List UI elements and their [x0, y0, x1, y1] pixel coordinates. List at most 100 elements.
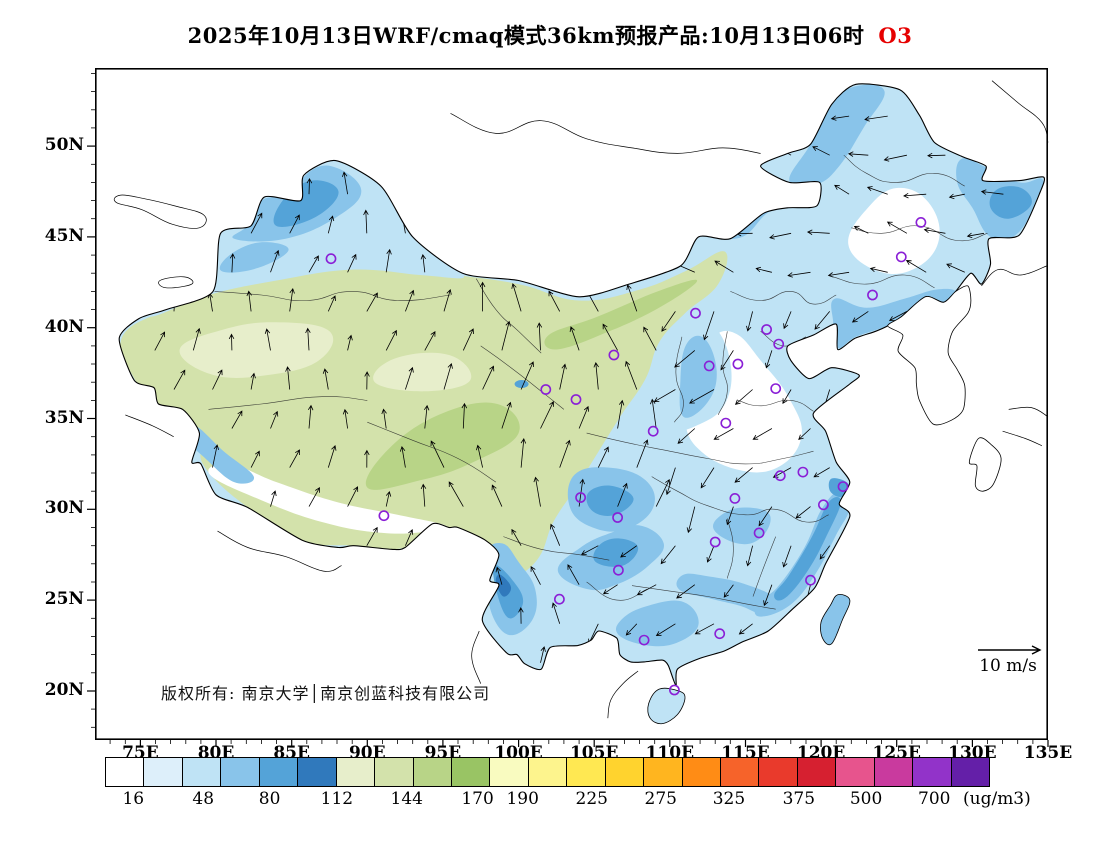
colorbar-cell — [298, 758, 337, 786]
korea-coastline — [887, 285, 972, 426]
colorbar-tick-label: 700 — [918, 789, 951, 809]
lat-axis-label: 50N — [44, 135, 84, 156]
colorbar-cell — [490, 758, 529, 786]
colorbar-cell — [528, 758, 568, 786]
axis-ticks — [87, 73, 1049, 747]
colorbar-cell — [144, 758, 183, 786]
station-marker — [805, 574, 816, 586]
station-marker — [553, 593, 565, 605]
colorbar-tick-label: 190 — [506, 789, 539, 809]
colorbar-cell — [182, 758, 222, 786]
colorbar-tick-label: 500 — [849, 789, 883, 809]
colorbar-cell — [451, 758, 491, 786]
forecast-map-canvas — [87, 68, 1049, 747]
copyright-text: 版权所有: 南京大学│南京创蓝科技有限公司 — [161, 684, 491, 703]
station-marker — [612, 512, 623, 523]
station-marker — [669, 684, 680, 696]
station-marker — [797, 466, 809, 478]
lake-balkhash — [113, 194, 207, 229]
foreign-boundary-line — [125, 414, 174, 438]
lat-axis-label: 25N — [44, 589, 84, 610]
colorbar-cell — [644, 758, 683, 786]
wind-vectors — [154, 115, 1004, 663]
taiwan-island — [820, 594, 851, 646]
station-marker — [837, 481, 849, 492]
page-title: 2025年10月13日WRF/cmaq模式36km预报产品:10月13日06时 O… — [0, 20, 1100, 50]
colorbar-tick-label: 48 — [192, 789, 215, 809]
colorbar-tick-label: 16 — [122, 789, 145, 809]
colorbar-tick-label: 375 — [782, 789, 816, 809]
colorbar-tick-label: 325 — [712, 789, 746, 809]
foreign-boundary-line — [217, 530, 342, 572]
station-marker — [608, 349, 620, 361]
lat-axis-label: 35N — [44, 407, 84, 428]
foreign-boundary-line — [450, 113, 761, 154]
colorbar-cell — [106, 758, 145, 786]
colorbar-cell — [682, 758, 721, 786]
lat-axis-label: 20N — [44, 679, 84, 700]
station-marker — [709, 536, 721, 548]
colorbar-tick-label: 225 — [575, 789, 608, 809]
station-marker — [753, 527, 765, 539]
station-marker — [575, 492, 586, 503]
colorbar-cell — [759, 758, 798, 786]
colorbar-cell — [605, 758, 645, 786]
colorbar-cell — [336, 758, 376, 786]
colorbar-cell — [836, 758, 875, 786]
title-pollutant: O3 — [878, 23, 913, 48]
foreign-boundary-line — [1008, 406, 1049, 418]
wind-legend-label: 10 m/s — [979, 656, 1037, 676]
station-marker — [325, 253, 337, 265]
station-marker — [818, 499, 829, 511]
station-marker — [761, 324, 772, 335]
station-marker — [540, 384, 552, 395]
province-boundaries — [208, 154, 988, 610]
colorbar-tick-label: 170 — [461, 789, 494, 809]
hainan-island — [647, 687, 686, 725]
station-marker — [714, 628, 726, 640]
foreign-boundary-line — [471, 630, 482, 684]
station-markers — [325, 216, 927, 696]
colorbar-cell — [259, 758, 299, 786]
station-marker — [647, 425, 659, 437]
lon-axis-label: 135E — [1023, 743, 1073, 763]
colorbar-cell — [874, 758, 914, 786]
station-marker — [613, 564, 624, 576]
contour-fills — [119, 83, 1045, 686]
colorbar-cell — [567, 758, 606, 786]
colorbar-cells — [105, 757, 990, 787]
foreign-boundary-line — [607, 670, 639, 719]
station-marker — [570, 394, 582, 405]
colorbar-cell — [951, 758, 990, 786]
map-frame — [95, 68, 1049, 741]
station-marker — [638, 634, 650, 646]
station-marker — [720, 417, 732, 429]
station-marker — [773, 338, 785, 350]
station-marker — [703, 360, 715, 372]
colorbar-tick-label: 144 — [390, 789, 424, 809]
colorbar-tick-label: 80 — [258, 789, 281, 809]
lat-axis-label: 30N — [44, 498, 84, 519]
colorbar-cell — [375, 758, 414, 786]
wind-legend-arrow — [978, 645, 1042, 655]
map-area: 版权所有: 南京大学│南京创蓝科技有限公司 10 m/s — [87, 68, 1049, 747]
lake-issykkul — [158, 276, 194, 289]
colorbar-cell — [413, 758, 452, 786]
foreign-boundary-line — [981, 265, 1047, 287]
station-marker — [729, 492, 741, 504]
station-marker — [915, 216, 927, 228]
colorbar-cell — [721, 758, 760, 786]
colorbar-tick-label: 275 — [644, 789, 677, 809]
station-marker — [774, 470, 786, 482]
lat-axis-label: 45N — [44, 225, 84, 246]
title-text: 2025年10月13日WRF/cmaq模式36km预报产品:10月13日06时 — [187, 23, 865, 48]
colorbar-cell — [221, 758, 260, 786]
station-marker — [378, 510, 390, 522]
kyushu-coastline — [968, 437, 1002, 492]
station-marker — [770, 383, 782, 394]
colorbar-cell — [913, 758, 952, 786]
station-marker — [690, 307, 701, 319]
station-marker — [867, 289, 878, 301]
colorbar-cell — [797, 758, 837, 786]
